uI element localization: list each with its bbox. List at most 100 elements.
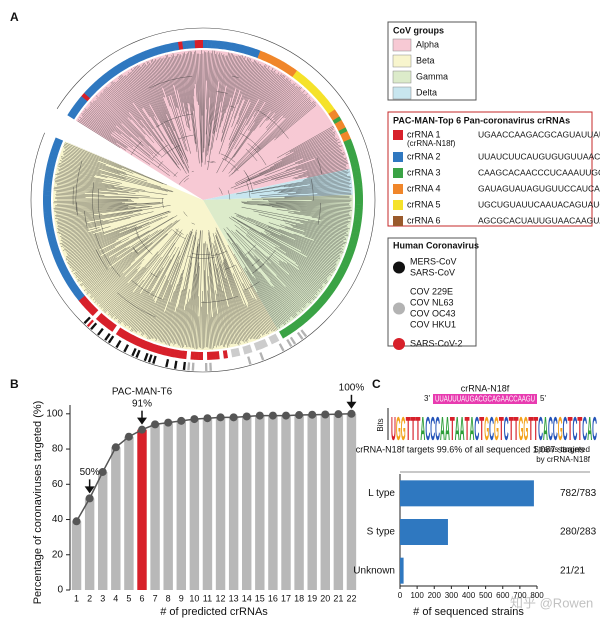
annotation: 50% — [80, 467, 100, 478]
ring-segment — [204, 362, 208, 371]
ring-segment — [307, 307, 317, 317]
ring-segment — [259, 352, 265, 361]
ring-segment — [341, 134, 351, 143]
ring-segment — [278, 343, 285, 352]
ring-segment — [66, 279, 76, 288]
ring-segment — [119, 329, 127, 339]
ring-segment — [214, 351, 220, 360]
ring-segment — [50, 146, 60, 154]
dot — [334, 410, 343, 419]
legend-note: (crRNA-N18f) — [407, 139, 456, 148]
ring-segment — [185, 351, 192, 360]
ring-segment — [334, 272, 344, 281]
ring-segment — [44, 223, 54, 230]
y-tick-label: 20 — [52, 549, 64, 560]
ring-segment — [97, 327, 104, 336]
legend-label: MERS-CoV — [410, 256, 457, 266]
logo-letter: C — [430, 411, 435, 448]
ring-segment — [95, 312, 105, 322]
ring-segment — [92, 310, 102, 319]
ring-segment — [307, 83, 317, 93]
legend-label: crRNA 5 — [407, 199, 441, 209]
ring-segment — [318, 295, 328, 305]
ring-segment — [182, 361, 186, 371]
legend-box — [387, 21, 477, 101]
ring-segment — [354, 200, 363, 205]
logo-letter: G — [484, 411, 489, 448]
end-label: 3' — [424, 394, 430, 403]
logo-letter: G — [494, 411, 499, 448]
ring-segment — [323, 102, 333, 111]
ring-segment — [354, 211, 363, 218]
legend-swatch — [392, 70, 412, 84]
ring-segment — [325, 105, 336, 115]
ring-segment — [126, 57, 135, 67]
bar — [189, 419, 200, 590]
logo-letter: T — [514, 411, 519, 448]
logo-letter: A — [440, 411, 445, 448]
ring-segment — [153, 344, 160, 354]
chart-title: crRNA-N18f targets 99.6% of all sequence… — [356, 444, 585, 454]
ring-segment — [112, 325, 121, 335]
ring-segment — [83, 301, 93, 311]
ring-segment — [149, 343, 157, 353]
ring-segment — [194, 351, 200, 360]
x-tick-label: 9 — [179, 593, 184, 603]
logo-axis-label: Bits — [376, 418, 385, 431]
phylogenetic-tree — [30, 27, 376, 373]
bar — [268, 415, 278, 590]
bar — [307, 414, 317, 590]
logo-label: crRNA-N18f — [461, 383, 510, 393]
dot — [242, 412, 251, 421]
bar — [111, 447, 121, 590]
logo-letter: C — [592, 411, 597, 448]
dot — [255, 411, 264, 420]
bar — [333, 414, 344, 590]
legend-label: crRNA 6 — [407, 215, 441, 225]
ring-segment — [52, 250, 62, 258]
ring-segment — [249, 343, 257, 353]
ring-segment — [68, 109, 78, 118]
ring-segment — [134, 53, 142, 63]
ring-segment — [351, 166, 361, 173]
annotation: 100% — [339, 382, 365, 393]
ring-segment — [222, 350, 229, 359]
x-tick-label: 100 — [410, 591, 424, 600]
ring-segment — [278, 329, 287, 339]
ring-segment — [203, 40, 208, 49]
ring-segment — [44, 174, 53, 181]
x-tick-label: 8 — [166, 593, 171, 603]
x-axis-label: # of predicted crRNAs — [160, 606, 268, 618]
gap — [41, 107, 203, 200]
watermark: 知乎 @Rowen — [510, 595, 593, 610]
annotation: PAC-MAN-T6 — [112, 386, 173, 397]
ring-segment — [141, 50, 149, 60]
ring-segment — [66, 112, 76, 121]
legend-label: COV OC43 — [410, 308, 456, 318]
ring-segment — [194, 40, 200, 49]
bar — [163, 422, 173, 590]
ring-segment — [304, 81, 314, 90]
logo-letter: A — [460, 411, 465, 448]
logo-letter: C — [548, 411, 553, 448]
target-box — [433, 394, 537, 404]
ring-segment — [143, 352, 149, 362]
ring-segment — [328, 109, 338, 118]
ring-segment — [190, 351, 196, 360]
ring-segment — [115, 340, 122, 349]
bar — [176, 420, 186, 590]
bar — [400, 519, 448, 545]
ring-segment — [206, 40, 212, 49]
logo-letter: G — [558, 411, 563, 448]
logo-letter: T — [499, 411, 504, 448]
legend-title: CoV groups — [393, 25, 444, 35]
ring-segment — [53, 138, 63, 146]
ring-segment — [242, 45, 249, 55]
legend-dot — [393, 338, 405, 350]
ring-segment — [84, 89, 93, 99]
legend-label: SARS-CoV-2 — [410, 338, 463, 348]
ring-segment — [71, 105, 81, 114]
ring-segment — [43, 178, 53, 185]
ring-segment — [81, 298, 91, 308]
ring-segment — [89, 83, 99, 93]
